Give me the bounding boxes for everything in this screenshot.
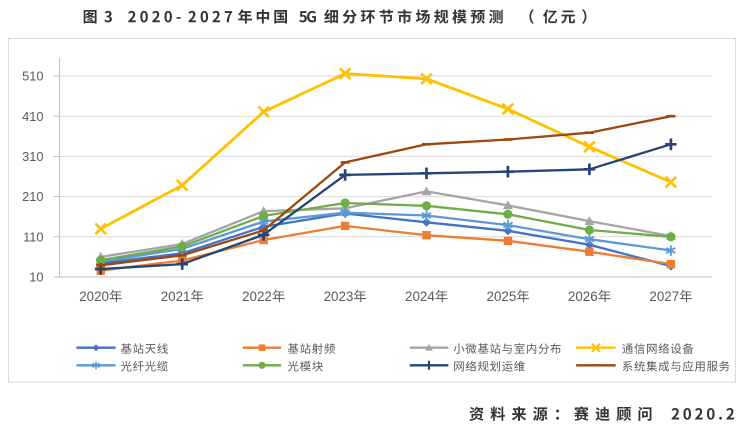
svg-text:2020: 2020 (79, 289, 109, 304)
svg-text:2021: 2021 (161, 289, 191, 304)
svg-text:110: 110 (23, 229, 43, 244)
svg-text:2024: 2024 (405, 289, 435, 304)
svg-text:2027: 2027 (649, 289, 679, 304)
svg-text:2022: 2022 (242, 289, 272, 304)
svg-text:2025: 2025 (487, 289, 517, 304)
svg-text:210: 210 (22, 189, 43, 204)
svg-text:410: 410 (22, 109, 43, 124)
svg-text:310: 310 (22, 149, 43, 164)
svg-text:2023: 2023 (324, 289, 354, 304)
svg-text:510: 510 (22, 69, 43, 84)
svg-text:10: 10 (29, 270, 43, 285)
svg-text:2026: 2026 (568, 289, 598, 304)
